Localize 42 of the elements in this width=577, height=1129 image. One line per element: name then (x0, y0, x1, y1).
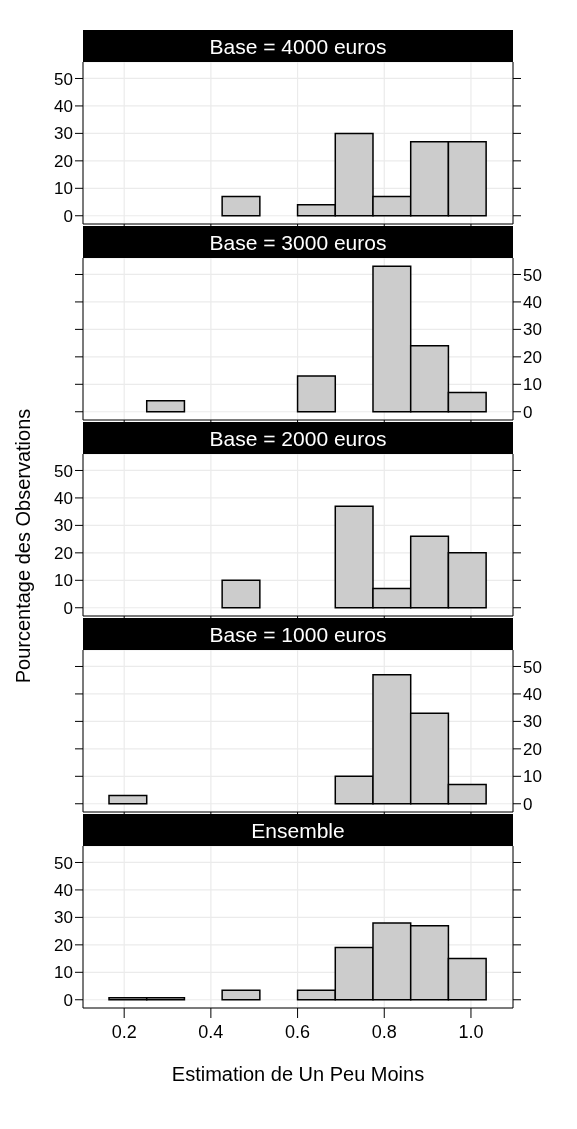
chart-title: Base = 4000 euros (83, 30, 513, 62)
x-tick-label: 1.0 (458, 1022, 484, 1042)
y-tick-label: 40 (523, 292, 542, 312)
x-tick-label: 0.4 (198, 1022, 224, 1042)
y-tick-label: 10 (54, 963, 73, 983)
chart-title: Base = 1000 euros (83, 618, 513, 650)
y-tick-label: 50 (54, 69, 73, 89)
y-tick-label: 30 (523, 712, 542, 732)
y-tick-label: 20 (54, 935, 73, 955)
y-tick-label: 20 (54, 151, 73, 171)
y-tick-label: 40 (523, 684, 542, 704)
y-tick-label: 50 (523, 265, 542, 285)
x-axis-title: Estimation de Un Peu Moins (171, 1063, 425, 1085)
y-tick-label: 30 (54, 124, 73, 144)
y-tick-label: 20 (54, 543, 73, 563)
y-tick-label: 0 (63, 206, 73, 226)
y-tick-label: 10 (523, 767, 542, 787)
y-tick-label: 50 (523, 657, 542, 677)
y-tick-label: 0 (63, 990, 73, 1010)
chart-title: Ensemble (83, 814, 513, 846)
y-tick-label: 20 (523, 347, 542, 367)
y-tick-label: 10 (54, 179, 73, 199)
x-tick-label: 0.2 (111, 1022, 137, 1042)
y-tick-label: 20 (523, 739, 542, 759)
y-tick-label: 30 (54, 908, 73, 928)
x-tick-label: 0.6 (285, 1022, 311, 1042)
chart-title: Base = 3000 euros (83, 226, 513, 258)
y-tick-label: 0 (523, 794, 533, 814)
y-tick-label: 50 (54, 461, 73, 481)
y-tick-label: 30 (523, 320, 542, 340)
y-tick-label: 0 (523, 402, 533, 422)
y-tick-label: 30 (54, 516, 73, 536)
x-tick-label: 0.8 (371, 1022, 397, 1042)
y-tick-label: 0 (63, 598, 73, 618)
y-tick-label: 50 (54, 853, 73, 873)
y-tick-label: 10 (54, 571, 73, 591)
y-tick-label: 40 (54, 880, 73, 900)
y-tick-label: 40 (54, 96, 73, 116)
chart-title: Base = 2000 euros (83, 422, 513, 454)
y-tick-label: 40 (54, 488, 73, 508)
y-tick-label: 10 (523, 375, 542, 395)
y-axis-title: Pourcentage des Observations (11, 408, 35, 683)
